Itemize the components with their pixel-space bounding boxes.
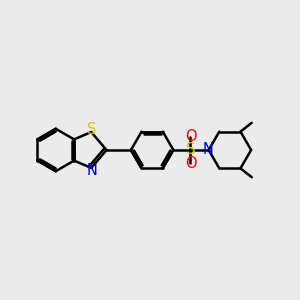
Text: N: N [203, 142, 214, 158]
Text: S: S [186, 142, 195, 158]
Text: O: O [184, 156, 196, 171]
Text: N: N [86, 163, 97, 178]
Text: O: O [184, 129, 196, 144]
Text: S: S [86, 122, 96, 137]
